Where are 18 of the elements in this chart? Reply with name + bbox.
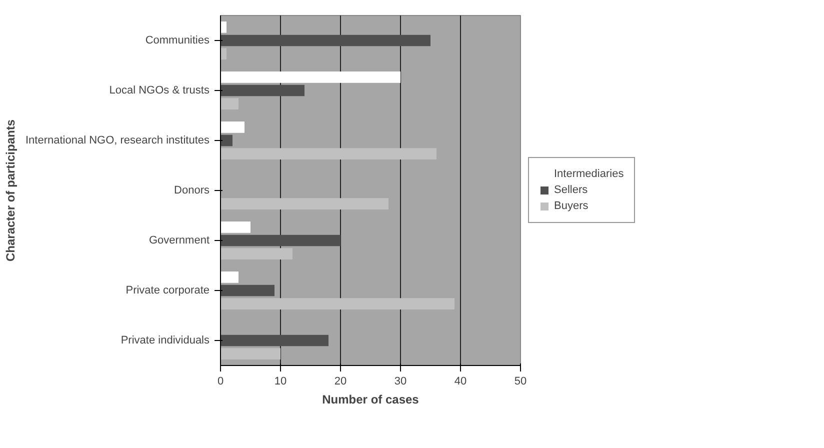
text: Intermediaries [554, 168, 624, 180]
y-tick-label: Government [148, 234, 210, 246]
x-tick-label: 30 [394, 376, 407, 388]
y-tick-label: International NGO, research institutes [25, 134, 210, 146]
y-tick-label: Private corporate [126, 284, 210, 296]
y-tick-label: Private individuals [120, 334, 210, 346]
y-tick-label: Communities [145, 34, 210, 46]
x-tick-label: 50 [514, 376, 527, 388]
y-tick-label: Donors [174, 184, 210, 196]
y-tick-label: Local NGOs & trusts [109, 84, 210, 96]
legend-label: Buyers [554, 200, 588, 212]
x-tick-label: 10 [274, 376, 287, 388]
x-axis-title: Number of cases [322, 392, 420, 406]
x-tick-label: 40 [454, 376, 467, 388]
y-axis-title: Character of participants [3, 119, 18, 262]
x-tick-label: 20 [334, 376, 347, 388]
legend-label: Sellers [554, 184, 588, 196]
x-tick-label: 0 [217, 376, 224, 388]
